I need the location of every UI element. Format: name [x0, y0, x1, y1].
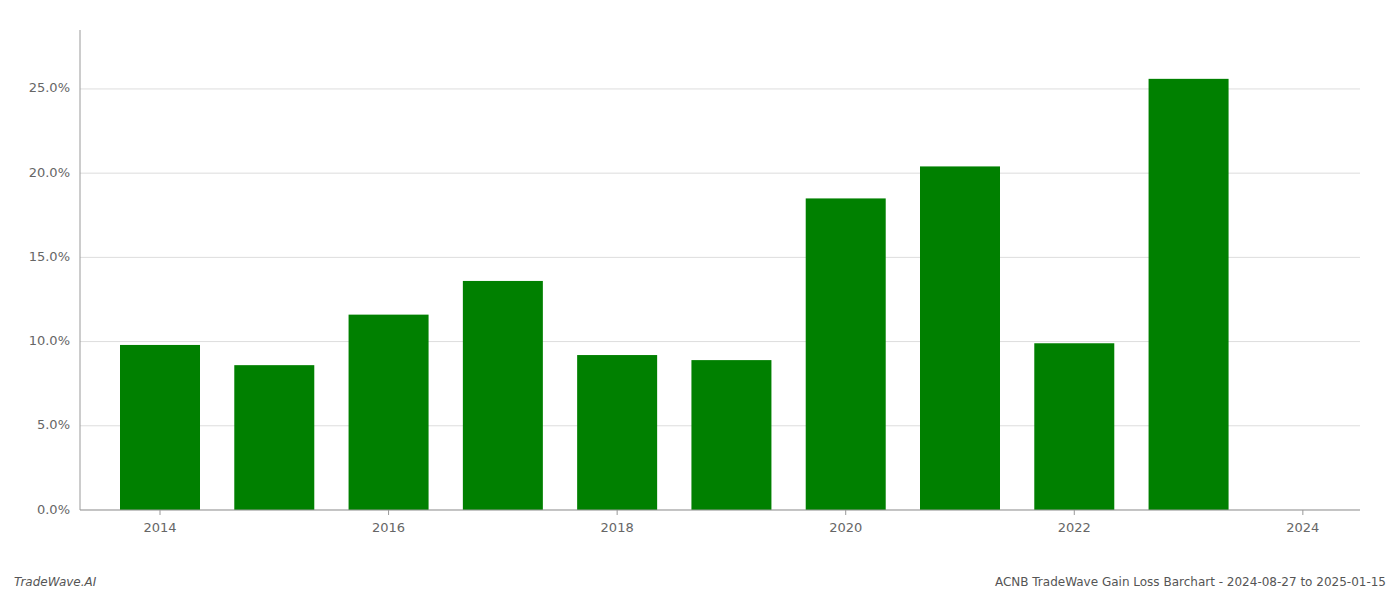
- bar: [234, 365, 314, 510]
- bar: [577, 355, 657, 510]
- footer-text: TradeWave.AI: [14, 575, 97, 589]
- x-axis-line: [80, 510, 1360, 511]
- x-tick-label: 2014: [143, 520, 176, 535]
- y-tick-label: 10.0%: [29, 333, 70, 348]
- y-tick-label: 25.0%: [29, 80, 70, 95]
- bar: [806, 198, 886, 510]
- x-tick: [160, 510, 161, 515]
- bar: [691, 360, 771, 510]
- bar: [463, 281, 543, 510]
- grid-line: [80, 510, 1360, 511]
- x-tick: [388, 510, 389, 515]
- bar: [349, 315, 429, 510]
- chart: 0.0% 5.0% 10.0% 15.0% 20.0% 25.0% 2014 2016 2018…: [0, 0, 1400, 600]
- bar: [920, 166, 1000, 510]
- x-tick: [845, 510, 846, 515]
- x-tick-label: 2024: [1286, 520, 1319, 535]
- x-tick: [617, 510, 618, 515]
- footer-text: ACNB TradeWave Gain Loss Barchart - 2024…: [995, 575, 1386, 589]
- y-tick-label: 20.0%: [29, 165, 70, 180]
- x-tick-label: 2016: [372, 520, 405, 535]
- chart-container: 0.0% 5.0% 10.0% 15.0% 20.0% 25.0% 2014 2016 2018…: [0, 0, 1400, 600]
- bars: [120, 79, 1229, 510]
- y-axis-line: [80, 30, 81, 510]
- x-tick-label: 2018: [601, 520, 634, 535]
- bar: [1034, 343, 1114, 510]
- y-tick-label: 0.0%: [37, 502, 70, 517]
- y-tick-label: 5.0%: [37, 417, 70, 432]
- x-tick: [1302, 510, 1303, 515]
- y-tick-label: 15.0%: [29, 249, 70, 264]
- x-tick: [1074, 510, 1075, 515]
- x-tick-label: 2020: [829, 520, 862, 535]
- x-tick-labels: 2014 2016 2018 2020 2022 2024: [143, 510, 1319, 535]
- bar: [120, 345, 200, 510]
- bar: [1149, 79, 1229, 510]
- y-tick-labels: 0.0% 5.0% 10.0% 15.0% 20.0% 25.0%: [29, 80, 70, 516]
- x-tick-label: 2022: [1058, 520, 1091, 535]
